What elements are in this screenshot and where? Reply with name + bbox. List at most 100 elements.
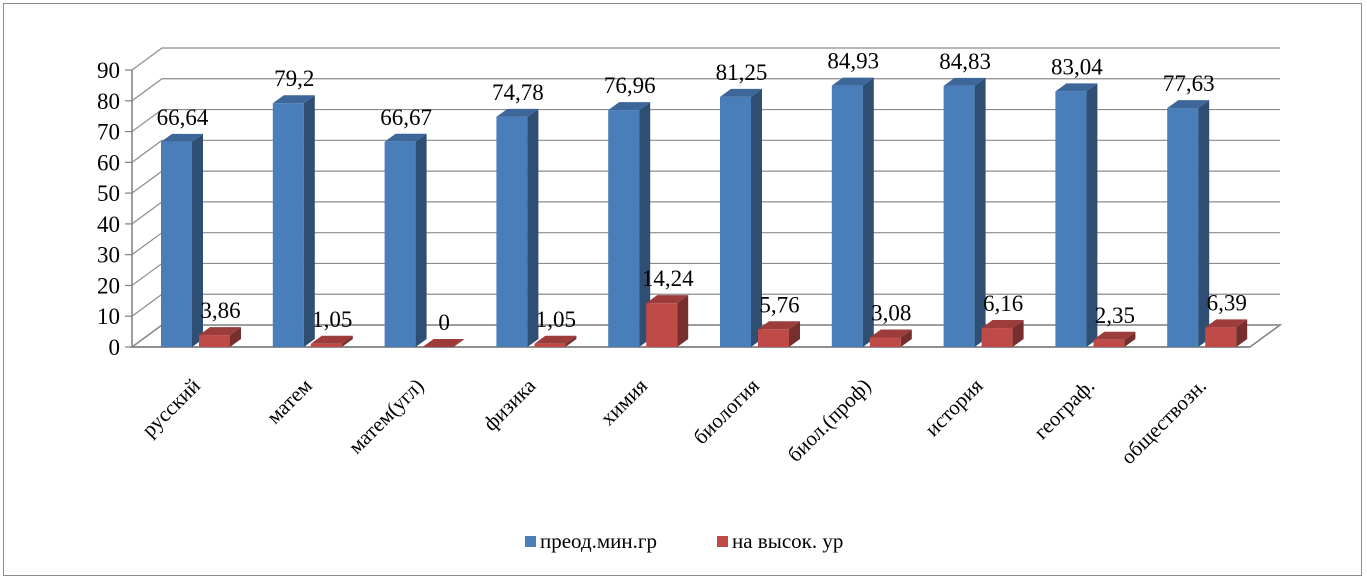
bar-front bbox=[384, 141, 416, 347]
bar-side bbox=[1086, 83, 1098, 348]
y-tick-label: 60 bbox=[97, 150, 120, 175]
bar-side bbox=[1236, 319, 1248, 347]
data-label: 5,76 bbox=[759, 292, 799, 317]
bar-top bbox=[720, 88, 762, 97]
data-label: 81,25 bbox=[716, 60, 768, 85]
bar-side bbox=[415, 133, 427, 347]
bar-front bbox=[831, 85, 863, 347]
legend-label: на высок. ур bbox=[732, 529, 843, 553]
bar-top bbox=[1205, 319, 1248, 328]
bar-side bbox=[192, 133, 203, 347]
bar-top bbox=[422, 339, 465, 347]
bar-top bbox=[943, 77, 986, 86]
bar-front bbox=[310, 343, 342, 347]
legend-swatch bbox=[717, 536, 728, 547]
bar-high bbox=[310, 335, 353, 347]
bar-high bbox=[1093, 331, 1136, 347]
y-tick-label: 80 bbox=[97, 89, 120, 114]
y-tick-label: 30 bbox=[97, 243, 120, 268]
bar-top bbox=[1093, 331, 1136, 340]
data-label: 83,04 bbox=[1051, 54, 1103, 79]
bar-front bbox=[608, 110, 640, 348]
data-label: 1,05 bbox=[312, 307, 352, 332]
bar-side bbox=[1198, 100, 1210, 347]
y-tick-label: 20 bbox=[97, 273, 120, 298]
bar-min bbox=[272, 95, 315, 348]
bar-high bbox=[199, 327, 241, 347]
data-label: 0 bbox=[438, 310, 450, 335]
bar-high bbox=[422, 339, 465, 347]
bar-top bbox=[981, 320, 1024, 329]
y-tick-label: 90 bbox=[97, 58, 120, 83]
gridline bbox=[131, 108, 1280, 133]
data-label: 14,24 bbox=[642, 266, 694, 291]
data-label: 66,67 bbox=[380, 105, 432, 130]
data-label: 84,93 bbox=[827, 49, 879, 74]
category-label: матем bbox=[262, 374, 317, 429]
bar-side bbox=[1012, 320, 1024, 347]
bar-front bbox=[496, 116, 528, 347]
bar-side bbox=[789, 321, 800, 347]
bar-top bbox=[869, 329, 912, 338]
data-label: 3,86 bbox=[200, 298, 240, 323]
gridline bbox=[131, 47, 1280, 71]
bar-high bbox=[758, 321, 800, 347]
data-label: 76,96 bbox=[604, 73, 656, 98]
bar-side bbox=[862, 77, 874, 347]
bar-side bbox=[527, 108, 539, 347]
bar-top bbox=[608, 102, 651, 111]
bar-top bbox=[831, 77, 874, 86]
category-label: русский bbox=[137, 374, 205, 442]
bars bbox=[161, 77, 1248, 348]
bar-min bbox=[1167, 100, 1210, 347]
bar-side bbox=[974, 77, 986, 347]
legend-label: преод.мин.гр bbox=[540, 529, 657, 553]
bar-high bbox=[534, 335, 577, 347]
bar-side bbox=[1124, 331, 1136, 347]
data-label: 2,35 bbox=[1095, 303, 1135, 328]
data-label: 84,83 bbox=[939, 49, 991, 74]
category-label: химия bbox=[596, 373, 653, 430]
gridline bbox=[131, 139, 1280, 163]
bar-min bbox=[384, 133, 427, 347]
bar-top bbox=[161, 133, 203, 142]
bar-front bbox=[1055, 91, 1087, 348]
bar-side bbox=[565, 335, 577, 347]
y-tick-label: 50 bbox=[97, 181, 120, 206]
bar-front bbox=[161, 141, 192, 347]
bar-high bbox=[981, 320, 1024, 347]
bar-side bbox=[341, 335, 353, 347]
y-tick-label: 10 bbox=[97, 304, 120, 329]
data-label: 74,78 bbox=[492, 80, 544, 105]
bar-side bbox=[230, 327, 241, 347]
y-tick-label: 40 bbox=[97, 212, 120, 237]
bar-top bbox=[384, 133, 427, 142]
y-axis-ticks: 0 10 20 30 40 50 60 70 80 90 bbox=[97, 58, 132, 360]
category-label: биология bbox=[688, 373, 764, 449]
data-label: 66,64 bbox=[157, 105, 209, 130]
gridline bbox=[131, 78, 1280, 102]
bar-front bbox=[646, 303, 678, 347]
bar-high bbox=[1205, 319, 1248, 347]
bar-side bbox=[303, 95, 315, 348]
bar-top bbox=[199, 327, 241, 336]
data-label: 79,2 bbox=[274, 66, 314, 91]
bar-top bbox=[534, 335, 577, 344]
bar-front bbox=[943, 85, 975, 347]
category-label: история bbox=[920, 373, 988, 441]
bar-top bbox=[1167, 100, 1210, 109]
bar-min bbox=[943, 77, 986, 347]
bar-side bbox=[900, 329, 912, 347]
bar-top bbox=[1055, 83, 1098, 92]
category-label: географ. bbox=[1029, 374, 1099, 444]
category-label: обществозн. bbox=[1116, 374, 1211, 469]
bar-side bbox=[751, 88, 762, 348]
bar-side bbox=[639, 102, 651, 348]
bar-top bbox=[758, 321, 800, 330]
bar-front bbox=[758, 329, 789, 347]
bar-min bbox=[161, 133, 203, 347]
category-labels: русский матем матем(угл) физика химия биологи… bbox=[137, 373, 1211, 469]
bar-min bbox=[1055, 83, 1098, 348]
category-label: матем(угл) bbox=[343, 374, 428, 459]
